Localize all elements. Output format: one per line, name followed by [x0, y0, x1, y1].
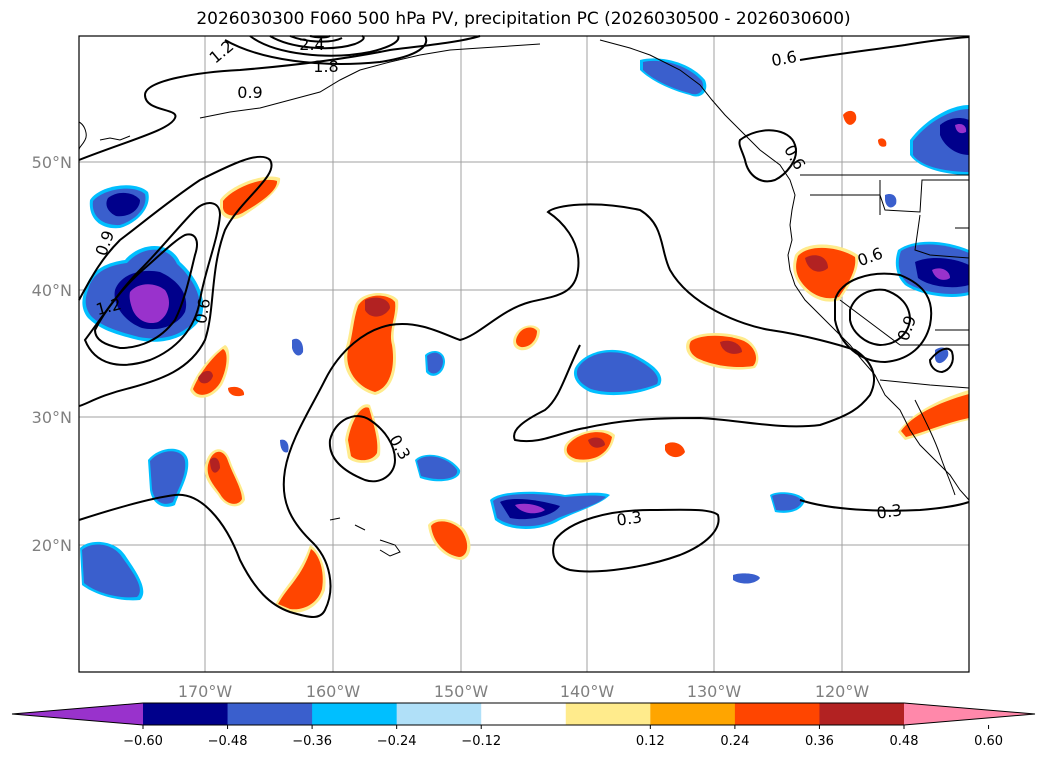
lon-label: 140°W [560, 682, 615, 701]
lon-label: 120°W [815, 682, 870, 701]
precip-pos-region [689, 335, 756, 368]
coastlines [78, 39, 970, 557]
precip-neg-region [955, 123, 967, 134]
precip-neg-region [772, 493, 802, 511]
lon-label: 170°W [178, 682, 233, 701]
colorbar-tick-label: 0.48 [890, 734, 919, 749]
colorbar-swatch [734, 703, 820, 725]
precip-neg-region [129, 284, 170, 324]
colorbar-tick-label: −0.60 [123, 734, 163, 749]
precip-neg-region [280, 439, 289, 453]
precip-neg-region [643, 60, 704, 95]
plot-border [78, 35, 970, 673]
colorbar-swatch [312, 703, 398, 725]
colorbar-swatch [227, 703, 313, 725]
precip-pos-region [878, 138, 887, 147]
colorbar-swatch [481, 703, 567, 725]
contour-label: 0.3 [875, 500, 903, 522]
precip-neg-region [932, 268, 950, 280]
lat-label: 20°N [32, 536, 72, 555]
precip-pos-region [720, 340, 742, 354]
contour-label: 0.6 [770, 47, 798, 70]
lat-label: 50°N [32, 153, 72, 172]
precip-neg-region [106, 192, 140, 217]
colorbar-tick-label: 0.60 [974, 734, 1003, 749]
contour-label: 1.8 [313, 57, 338, 76]
lat-label: 30°N [32, 408, 72, 427]
colorbar-extend-min [12, 703, 143, 725]
latitude-labels: 50°N 40°N 30°N 20°N [32, 153, 72, 555]
pv-contours [78, 35, 970, 618]
map-title: 2026030300 F060 500 hPa PV, precipitatio… [196, 9, 851, 29]
precip-pos-region [347, 295, 396, 392]
colorbar-tick-label: 0.36 [805, 734, 834, 749]
precip-neg-region [576, 352, 658, 393]
precip-pos-region [228, 386, 245, 397]
colorbar-swatch [819, 703, 905, 725]
colorbar-tick-label: 0.24 [720, 734, 749, 749]
colorbar-extend-max [904, 703, 1035, 725]
precip-neg-region [417, 456, 458, 480]
colorbar-swatch [565, 703, 651, 725]
colorbar-swatch [143, 703, 229, 725]
colorbar-tick-label: −0.36 [292, 734, 332, 749]
lon-label: 160°W [306, 682, 361, 701]
lat-label: 40°N [32, 281, 72, 300]
precip-neg-region [733, 573, 760, 584]
plot-area [79, 36, 969, 672]
colorbar: −0.60 −0.48 −0.36 −0.24 −0.12 0.12 0.24 0.36 0.4… [11, 702, 1036, 749]
colorbar-swatch [650, 703, 736, 725]
precip-neg-region [150, 451, 186, 504]
contour-label: 0.6 [191, 297, 214, 325]
colorbar-swatch [396, 703, 482, 725]
colorbar-tick-label: 0.12 [636, 734, 665, 749]
precip-pos-region [431, 521, 468, 557]
colorbar-tick-label: −0.12 [461, 734, 501, 749]
precip-neg-region [82, 544, 140, 598]
colorbar-tick-label: −0.24 [377, 734, 417, 749]
precip-pos-region [665, 442, 685, 458]
contour-label: 2.4 [299, 35, 324, 54]
precip-shading [80, 58, 969, 613]
precip-pos-region [516, 327, 537, 348]
precip-pos-region [198, 370, 213, 384]
precip-neg-region [427, 352, 443, 374]
precip-pos-region [843, 110, 857, 125]
precip-neg-region [292, 338, 304, 356]
precip-pos-region [365, 297, 390, 317]
lon-label: 150°W [434, 682, 489, 701]
precip-neg-region [885, 194, 897, 208]
contour-label: 0.3 [615, 507, 643, 529]
precip-pos-region [210, 457, 220, 473]
precip-neg-region [515, 503, 545, 514]
precip-pos-region [588, 437, 605, 448]
precip-pos-region [278, 549, 323, 610]
lon-label: 130°W [687, 682, 742, 701]
colorbar-tick-label: −0.48 [208, 734, 248, 749]
contour-label: 0.9 [237, 83, 262, 102]
precip-pos-region [901, 394, 969, 437]
longitude-labels: 170°W 160°W 150°W 140°W 130°W 120°W [178, 682, 870, 701]
precip-pos-region [805, 255, 828, 272]
